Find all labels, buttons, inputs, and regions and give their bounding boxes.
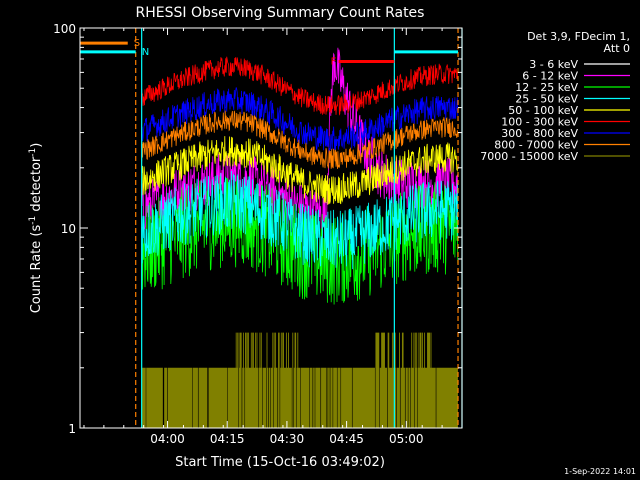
y-tick-label: 1 — [68, 422, 76, 436]
legend-label: 25 - 50 keV — [515, 93, 578, 106]
legend-label: 100 - 300 keV — [501, 116, 578, 129]
x-tick-label: 04:00 — [150, 432, 185, 446]
legend-label: 7000 - 15000 keV — [480, 150, 578, 163]
y-axis-label-part: ) — [29, 143, 44, 148]
series-line — [141, 110, 459, 170]
legend-label: 800 - 7000 keV — [494, 139, 578, 152]
y-axis-label-sup: -1 — [28, 148, 38, 157]
legend-label: 3 - 6 keV — [529, 58, 578, 71]
x-tick-label: 04:30 — [270, 432, 305, 446]
series-line — [141, 87, 459, 152]
y-tick-label: 100 — [53, 22, 76, 36]
legend-header-line: Att 0 — [604, 42, 630, 55]
legend-header-line: Det 3,9, FDecim 1, — [527, 30, 630, 43]
legend-label: 50 - 100 keV — [508, 104, 578, 117]
y-axis-label-part: Count Rate (s — [29, 225, 44, 314]
x-tick-label: 04:15 — [210, 432, 245, 446]
footer-timestamp: 1-Sep-2022 14:01 — [564, 467, 636, 476]
flag-label: F — [331, 56, 337, 67]
y-axis-label: Count Rate (s-1 detector-1) — [28, 143, 44, 314]
flag-label: S — [134, 38, 140, 49]
x-tick-label: 04:45 — [329, 432, 364, 446]
series-line — [141, 47, 459, 242]
series-line — [141, 136, 459, 205]
y-tick-label: 10 — [61, 222, 76, 236]
legend-label: 300 - 800 keV — [501, 127, 578, 140]
axes: 04:00 04:15 04:30 04:45 05:00 1 10 100 — [53, 22, 463, 446]
series-line — [141, 56, 459, 116]
flag-label: N — [142, 47, 149, 58]
series-line — [141, 170, 459, 270]
legend-label: 12 - 25 keV — [515, 81, 578, 94]
x-tick-label: 05:00 — [389, 432, 424, 446]
legend-label: 6 - 12 keV — [522, 70, 578, 83]
y-axis-label-part: detector — [29, 156, 44, 216]
chart-title: RHESSI Observing Summary Count Rates — [136, 5, 425, 21]
x-axis-label: Start Time (15-Oct-16 03:49:02) — [175, 455, 385, 470]
y-axis-label-sup: -1 — [28, 216, 38, 225]
